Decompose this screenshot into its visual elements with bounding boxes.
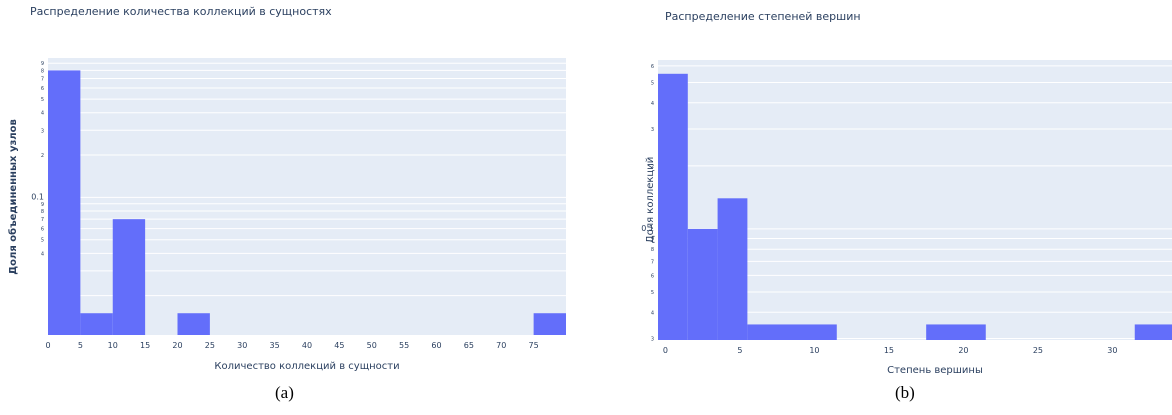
x-tick-label: 45	[334, 341, 344, 350]
histogram-bar	[112, 219, 146, 335]
y-tick-label: 2	[41, 153, 44, 159]
x-tick-label: 30	[1107, 346, 1117, 355]
y-tick-label: 5	[41, 238, 44, 244]
y-tick-label: 5	[651, 290, 654, 296]
y-tick-label: 9	[41, 202, 44, 208]
x-tick-label: 35	[270, 341, 280, 350]
y-tick-label: 6	[651, 273, 654, 279]
x-axis-label: Степень вершины	[887, 365, 983, 376]
histogram-bar	[80, 313, 113, 335]
histogram-bar	[747, 324, 837, 340]
y-tick-label: 6	[41, 86, 44, 92]
histogram-bar	[533, 313, 566, 335]
y-tick-label: 6	[651, 64, 654, 70]
histogram-bar	[1134, 324, 1172, 340]
histogram-bar	[926, 324, 986, 340]
histogram-bar	[177, 313, 210, 335]
y-tick-label: 4	[41, 111, 44, 117]
x-tick-label: 5	[78, 341, 83, 350]
x-tick-label: 0	[663, 346, 668, 355]
chart-title: Распределение степеней вершин	[665, 10, 861, 23]
y-axis-label: Доля объединенных узлов	[7, 119, 19, 275]
y-tick-label: 7	[41, 217, 44, 223]
y-tick-label: 8	[651, 247, 654, 253]
x-tick-label: 20	[958, 346, 968, 355]
y-tick-label: 7	[41, 77, 44, 83]
histogram-bar	[717, 198, 748, 340]
y-tick-label: 3	[41, 128, 44, 134]
x-tick-label: 15	[884, 346, 894, 355]
y-tick-label: 3	[651, 127, 654, 133]
chart-b: Распределение степеней вершин 3 4 5 6 7 8 9 0.1…	[641, 10, 1172, 376]
y-tick-label: 2	[651, 164, 654, 170]
x-tick-label: 70	[496, 341, 506, 350]
chart-title: Распределение количества коллекций в сущ…	[30, 5, 332, 18]
y-axis-label: Доля коллекций	[645, 157, 656, 243]
y-tick-label: 4	[651, 310, 654, 316]
x-tick-label: 20	[172, 341, 182, 350]
x-tick-label: 55	[399, 341, 409, 350]
x-tick-label: 25	[205, 341, 215, 350]
y-tick-label: 0.1	[31, 192, 44, 201]
x-tick-label: 50	[367, 341, 377, 350]
y-tick-label: 9	[41, 61, 44, 67]
x-tick-label: 30	[237, 341, 247, 350]
y-tick-label: 6	[41, 227, 44, 233]
y-tick-label: 7	[651, 259, 654, 265]
x-tick-label: 10	[809, 346, 819, 355]
x-tick-label: 0	[45, 341, 50, 350]
x-tick-label: 10	[108, 341, 118, 350]
y-tick-label: 4	[41, 251, 44, 257]
y-tick-label: 4	[651, 101, 654, 107]
histogram-bar	[687, 228, 718, 340]
caption-b: (b)	[895, 383, 915, 402]
x-tick-label: 25	[1033, 346, 1043, 355]
x-tick-label: 75	[529, 341, 539, 350]
chart-a: Распределение количества коллекций в сущ…	[7, 5, 566, 372]
y-tick-label: 3	[651, 336, 654, 342]
x-tick-label: 40	[302, 341, 312, 350]
histogram-bar	[48, 70, 81, 335]
y-tick-label: 5	[41, 97, 44, 103]
y-tick-label: 9	[651, 237, 654, 243]
y-tick-label: 8	[41, 209, 44, 215]
histogram-bar	[658, 73, 688, 340]
x-tick-label: 5	[737, 346, 742, 355]
y-tick-label: 5	[651, 80, 654, 86]
y-tick-label: 8	[41, 68, 44, 74]
x-tick-label: 65	[464, 341, 474, 350]
x-tick-label: 60	[431, 341, 441, 350]
y-tick-label: 0.1	[641, 224, 654, 233]
x-axis-label: Количество коллекций в сущности	[214, 361, 399, 372]
caption-a: (a)	[275, 383, 294, 402]
x-tick-label: 15	[140, 341, 150, 350]
